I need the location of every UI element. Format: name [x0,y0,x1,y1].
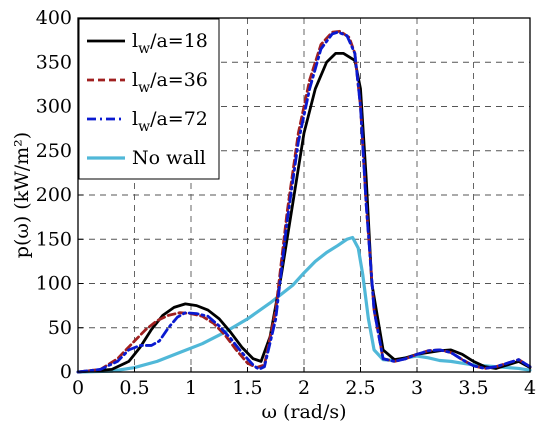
y-tick-label: 200 [36,184,72,206]
x-tick-label: 1 [185,377,197,399]
y-tick-label: 150 [36,228,72,250]
series-line-3 [76,30,532,374]
legend: lw/a=18 lw/a=36 lw/a=72 No wall [78,18,220,180]
legend-label-3: lw/a=72 [132,108,208,135]
legend-label-1: lw/a=18 [132,30,208,57]
legend-label-2: lw/a=36 [132,69,208,96]
y-tick-label: 300 [36,96,72,118]
y-ticks: 0 50 100 150 200 250 300 350 400 [36,7,83,383]
grid [78,18,530,372]
x-tick-label: 1.5 [232,377,262,399]
y-tick-label: 250 [36,140,72,162]
series-group [76,29,532,374]
y-tick-label: 100 [36,273,72,295]
y-tick-label: 50 [48,317,72,339]
y-axis-label: p(ω) (kW/m²) [11,132,33,258]
y-tick-label: 350 [36,51,72,73]
x-ticks: 0 0.5 1 1.5 2 2.5 3 3.5 4 [72,367,536,399]
series-line-1 [76,52,532,374]
x-tick-label: 3.5 [458,377,488,399]
x-tick-label: 2 [298,377,310,399]
x-tick-label: 0.5 [119,377,149,399]
y-tick-label: 400 [36,7,72,29]
y-tick-label: 0 [60,361,72,383]
x-tick-label: 4 [524,377,536,399]
x-tick-label: 3 [411,377,423,399]
legend-box [78,18,220,180]
x-axis-label: ω (rad/s) [261,401,346,423]
x-tick-label: 0 [72,377,84,399]
x-tick-label: 2.5 [345,377,375,399]
legend-label-4: No wall [132,147,206,169]
